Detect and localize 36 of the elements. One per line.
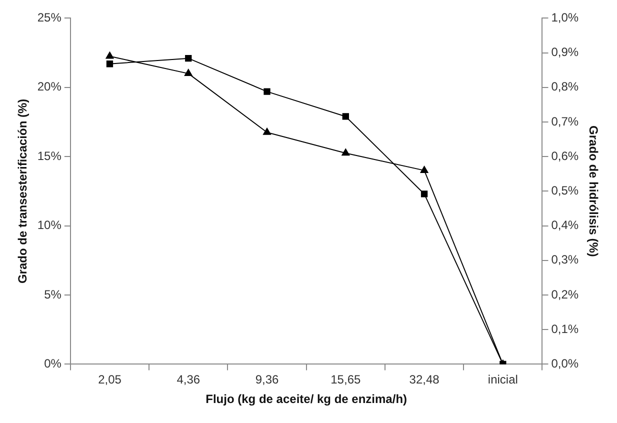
y2-tick-label: 0,0% bbox=[551, 356, 579, 371]
point bbox=[342, 148, 350, 156]
y2-tick-label: 0,4% bbox=[551, 218, 579, 232]
y-tick-label: 20% bbox=[37, 80, 62, 94]
y2-tick-label: 0,7% bbox=[551, 114, 579, 128]
x-tick-label: 32,48 bbox=[409, 372, 440, 387]
y2-tick-label: 0,6% bbox=[551, 148, 579, 163]
point bbox=[342, 113, 349, 120]
point bbox=[184, 69, 192, 76]
y-axis-title: Grado de transesterificación (%) bbox=[16, 98, 30, 284]
y2-axis-title: Grado de hidrólisis (%) bbox=[586, 126, 600, 257]
y-tick-label: 0% bbox=[44, 356, 62, 371]
y-tick-label: 10% bbox=[37, 218, 62, 232]
x-tick-label: 2,05 bbox=[98, 372, 122, 387]
point bbox=[106, 52, 114, 59]
x-tick-label: inicial bbox=[488, 372, 518, 387]
y2-tick-label: 1,0% bbox=[551, 10, 579, 25]
x-axis-title: Flujo (kg de aceite/ kg de enzima/h) bbox=[206, 392, 408, 406]
y2-tick-label: 0,9% bbox=[551, 45, 579, 60]
point bbox=[264, 88, 270, 95]
point bbox=[263, 128, 271, 135]
y2-tick-label: 0,2% bbox=[551, 287, 579, 302]
x-tick-label: 9,36 bbox=[255, 372, 280, 387]
point bbox=[420, 190, 428, 198]
x-tick-label: 15,65 bbox=[330, 372, 361, 387]
y2-tick-label: 0,1% bbox=[551, 322, 579, 336]
x-tick-label: 4,36 bbox=[176, 372, 200, 387]
y-tick-label: 15% bbox=[37, 148, 62, 163]
y-tick-label: 5% bbox=[44, 287, 62, 302]
y2-tick-label: 0,3% bbox=[551, 252, 579, 267]
point bbox=[106, 60, 114, 68]
point bbox=[185, 55, 192, 62]
y2-tick-label: 0,8% bbox=[551, 80, 579, 94]
y2-tick-label: 0,5% bbox=[551, 184, 579, 198]
y-tick-label: 25% bbox=[37, 10, 62, 25]
point bbox=[420, 166, 428, 173]
